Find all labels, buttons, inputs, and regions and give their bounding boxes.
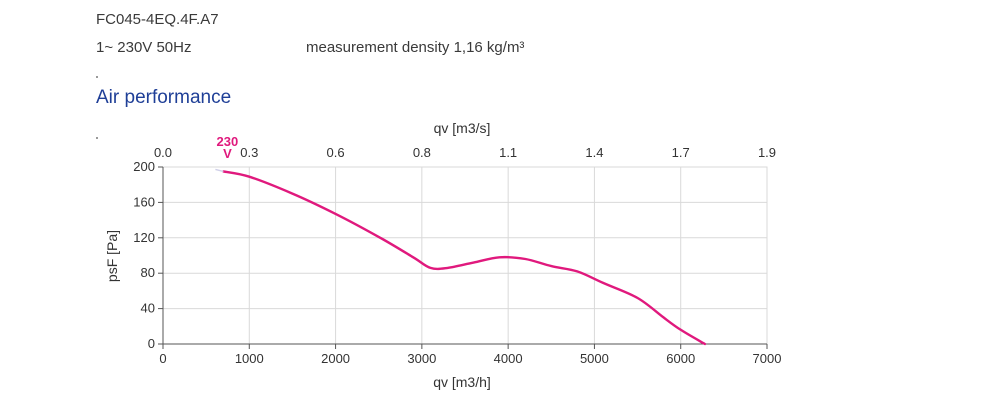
x-tick-label: 6000 [666,351,695,366]
y-tick-label: 200 [133,159,155,174]
series-label: V [223,146,232,161]
series-curves: 230V [215,134,707,346]
y-tick-label: 0 [148,336,155,351]
x2-tick-label: 1.1 [499,145,517,160]
x-tick-label: 5000 [580,351,609,366]
x2-tick-label: 0.6 [327,145,345,160]
series-line [222,170,707,346]
model-designation: FC045-4EQ.4F.A7 [96,11,219,28]
x-tick-label: 1000 [235,351,264,366]
grid-lines [162,166,768,345]
x-tick-label: 0 [159,351,166,366]
x2-tick-label: 0.0 [154,145,172,160]
y-tick-label: 80 [141,265,155,280]
axes [158,166,768,349]
x-tick-label: 2000 [321,351,350,366]
separator-dot [96,76,98,78]
x2-tick-label: 0.3 [240,145,258,160]
x2-tick-label: 0.8 [413,145,431,160]
y-tick-label: 160 [133,194,155,209]
y-axis-label: psF [Pa] [104,230,120,282]
separator-dot [96,137,98,139]
y-tick-label: 40 [141,301,155,316]
curve-start-marker [215,168,224,173]
x-axis-label: qv [m3/h] [433,374,491,390]
y-tick-label: 120 [133,230,155,245]
x2-tick-label: 1.4 [585,145,603,160]
section-title: Air performance [96,87,232,108]
x2-tick-label: 1.7 [672,145,690,160]
plot-frame [162,166,768,345]
x2-tick-label: 1.9 [758,145,776,160]
supply-voltage: 1~ 230V 50Hz [96,39,192,56]
series-label: 230 [217,134,239,149]
x-tick-label: 4000 [494,351,523,366]
measurement-density: measurement density 1,16 kg/m³ [306,39,525,56]
x2-axis-label: qv [m3/s] [434,120,491,136]
x-tick-label: 3000 [407,351,436,366]
x-tick-label: 7000 [753,351,782,366]
